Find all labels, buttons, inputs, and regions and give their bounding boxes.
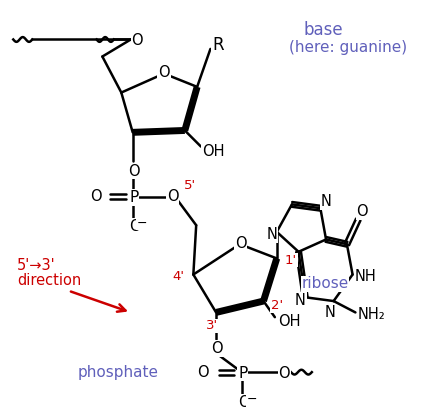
- Text: NH₂: NH₂: [358, 307, 385, 322]
- Text: NH: NH: [355, 269, 377, 284]
- Text: OH: OH: [278, 315, 300, 329]
- Text: 3': 3': [206, 319, 218, 332]
- Text: P: P: [238, 365, 247, 381]
- Text: R: R: [212, 36, 224, 54]
- Text: P: P: [129, 190, 138, 205]
- Text: 1': 1': [285, 254, 297, 267]
- Text: −: −: [137, 217, 147, 230]
- Text: O: O: [128, 164, 140, 179]
- Text: OH: OH: [202, 144, 225, 159]
- Text: phosphate: phosphate: [78, 365, 159, 380]
- Text: N: N: [295, 293, 306, 307]
- Text: 5'→3': 5'→3': [17, 257, 56, 273]
- Text: direction: direction: [17, 273, 81, 288]
- Text: O: O: [356, 205, 368, 220]
- Text: −: −: [247, 393, 257, 406]
- Text: ribose: ribose: [301, 276, 349, 291]
- Text: O: O: [197, 365, 208, 380]
- Text: O: O: [235, 236, 247, 251]
- Text: O: O: [132, 33, 143, 48]
- Text: base: base: [303, 21, 343, 39]
- Text: 4': 4': [172, 270, 184, 283]
- Text: O: O: [166, 189, 178, 204]
- Text: 2': 2': [270, 299, 283, 312]
- Text: (here: guanine): (here: guanine): [289, 39, 407, 55]
- Text: O: O: [129, 219, 140, 234]
- Text: O: O: [158, 65, 170, 80]
- Text: 5': 5': [184, 179, 196, 192]
- Text: O: O: [238, 395, 250, 410]
- Text: N: N: [267, 227, 277, 242]
- Text: O: O: [90, 189, 101, 204]
- Text: N: N: [321, 194, 331, 209]
- Text: O: O: [211, 341, 223, 356]
- Text: O: O: [279, 365, 290, 381]
- Text: N: N: [324, 305, 335, 320]
